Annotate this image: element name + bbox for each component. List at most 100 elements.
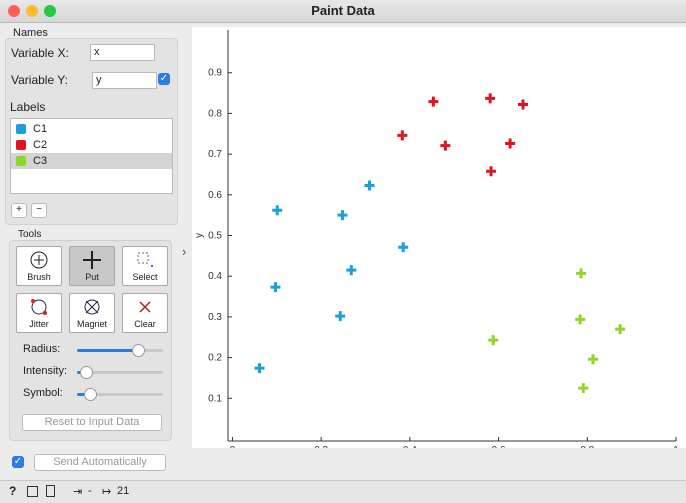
slider-label: Intensity:	[23, 365, 68, 377]
point	[440, 140, 451, 151]
tool-label: Jitter	[29, 319, 49, 329]
point	[272, 205, 283, 216]
tool-label: Brush	[27, 272, 51, 282]
close-button[interactable]	[8, 5, 20, 17]
point	[517, 99, 528, 110]
output-icon: ↦	[102, 486, 112, 498]
x-tick-label: 0.4	[403, 445, 417, 448]
tool-icon	[30, 251, 48, 269]
y-tick-label: 0.2	[208, 353, 222, 364]
y-tick-label: 0.5	[208, 231, 222, 242]
status-bar	[0, 480, 686, 503]
label-item[interactable]: C2	[11, 137, 172, 153]
title-bar: Paint Data	[0, 0, 686, 23]
point	[398, 242, 409, 253]
zoom-button[interactable]	[44, 5, 56, 17]
label-color	[16, 156, 26, 166]
label-name: C1	[33, 123, 48, 135]
y-tick-label: 0.8	[208, 108, 222, 119]
point	[505, 138, 516, 149]
label-color	[16, 140, 26, 150]
point	[575, 314, 586, 325]
slider-label: Radius:	[23, 343, 61, 355]
label-item[interactable]: C1	[11, 121, 172, 137]
remove-label-button[interactable]: −	[31, 203, 47, 218]
slider-track[interactable]	[77, 366, 163, 379]
point	[615, 324, 626, 335]
label-item[interactable]: C3	[11, 153, 172, 169]
point	[346, 265, 357, 276]
input-count: -	[88, 485, 92, 497]
tool-icon	[31, 299, 47, 315]
tool-button[interactable]: Jitter	[16, 293, 62, 333]
reset-button[interactable]: Reset to Input Data	[22, 414, 162, 431]
tool-icon	[139, 301, 151, 313]
point	[488, 335, 499, 346]
tool-icon	[83, 251, 101, 269]
variable-x-input[interactable]: x	[90, 44, 155, 61]
save-icon[interactable]	[27, 486, 38, 497]
output-count: 21	[117, 485, 130, 497]
point	[335, 311, 346, 322]
labels-list: C1 C2 C3	[10, 118, 173, 194]
slider-track[interactable]	[77, 344, 163, 357]
tool-label: Put	[85, 272, 99, 282]
point	[578, 383, 589, 394]
tool-icon	[84, 299, 100, 315]
x-tick-label: 0.6	[492, 445, 506, 448]
slider-knob	[132, 344, 145, 357]
point	[588, 354, 599, 365]
slider-track[interactable]	[77, 388, 163, 401]
y-axis-label: y	[194, 233, 205, 238]
slider-knob	[84, 388, 97, 401]
send-button[interactable]: Send Automatically	[34, 454, 166, 471]
slider-label: Symbol:	[23, 387, 63, 399]
variable-y-input[interactable]: y	[92, 72, 157, 89]
labels-heading: Labels	[10, 100, 46, 114]
label-color	[16, 124, 26, 134]
tool-label: Select	[132, 272, 158, 282]
tool-button[interactable]: Clear	[122, 293, 168, 333]
slider-knob	[80, 366, 93, 379]
tool-button[interactable]: Brush	[16, 246, 62, 286]
help-icon[interactable]: ?	[9, 484, 17, 498]
variable-y-checkbox[interactable]: ✓	[158, 73, 170, 85]
x-tick-label: 0.2	[314, 445, 328, 448]
tool-button[interactable]: Select	[122, 246, 168, 286]
point	[254, 363, 265, 374]
label-name: C3	[33, 155, 48, 167]
slider-fill	[77, 349, 138, 352]
label-name: C2	[33, 139, 48, 151]
y-tick-label: 0.6	[208, 190, 222, 201]
slider-fill	[77, 393, 90, 396]
send-checkbox[interactable]: ✓	[12, 456, 24, 468]
point	[428, 96, 439, 107]
point	[576, 268, 587, 279]
tool-label: Clear	[134, 319, 156, 329]
point	[486, 166, 497, 177]
tools-heading: Tools	[18, 229, 42, 240]
point	[270, 282, 281, 293]
report-icon[interactable]	[46, 485, 55, 497]
x-tick-label: 0	[230, 445, 236, 448]
y-tick-label: 0.7	[208, 149, 222, 160]
collapse-arrow[interactable]: ›	[182, 244, 187, 259]
tool-button[interactable]: Put	[69, 246, 115, 286]
names-heading: Names	[13, 27, 48, 39]
tool-icon	[137, 252, 153, 267]
variable-y-label: Variable Y:	[11, 73, 68, 87]
y-tick-label: 0.9	[208, 68, 222, 79]
add-label-button[interactable]: +	[11, 203, 27, 218]
y-tick-label: 0.3	[208, 312, 222, 323]
window-title: Paint Data	[311, 3, 375, 18]
minimize-button[interactable]	[26, 5, 38, 17]
point	[397, 130, 408, 141]
x-tick-label: 1	[673, 445, 679, 448]
y-tick-label: 0.1	[208, 393, 222, 404]
tool-label: Magnet	[76, 319, 108, 329]
variable-x-label: Variable X:	[11, 46, 69, 60]
plot: 0 0.2 0.4 0.6 0.8 1 0.1 0.2 0.3 0.4 0.5 0.6 0.7 0.8 0.…	[192, 27, 686, 448]
tool-button[interactable]: Magnet	[69, 293, 115, 333]
x-tick-label: 0.8	[580, 445, 594, 448]
